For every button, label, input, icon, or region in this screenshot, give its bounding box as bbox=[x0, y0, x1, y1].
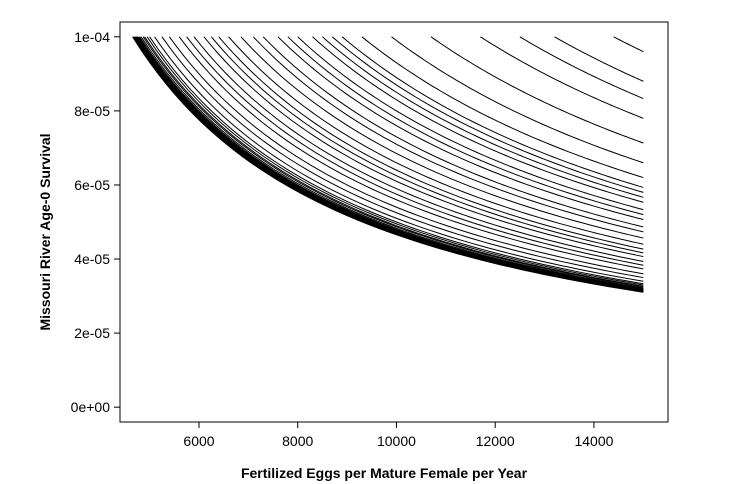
survival-curve bbox=[331, 36, 644, 193]
survival-curve bbox=[142, 36, 644, 288]
survival-curve bbox=[322, 36, 644, 198]
survival-curve bbox=[161, 36, 644, 279]
y-tick-label: 2e-05 bbox=[74, 325, 110, 341]
y-tick-label: 0e+00 bbox=[71, 399, 111, 415]
survival-curve bbox=[132, 36, 644, 293]
survival-curve bbox=[312, 36, 644, 203]
survival-curve bbox=[480, 36, 644, 119]
survival-curve bbox=[210, 36, 644, 254]
plot-frame bbox=[119, 21, 669, 423]
survival-curve bbox=[186, 36, 644, 266]
survival-curve bbox=[613, 36, 644, 53]
survival-curve bbox=[228, 36, 644, 245]
survival-curve bbox=[297, 36, 644, 211]
survival-curve bbox=[140, 36, 644, 289]
x-tick-label: 12000 bbox=[476, 433, 515, 449]
survival-curve bbox=[218, 36, 644, 250]
survival-curve bbox=[361, 36, 644, 179]
survival-curve bbox=[178, 36, 644, 270]
survival-curve bbox=[252, 36, 644, 233]
survival-curve bbox=[391, 36, 644, 164]
x-tick-label: 14000 bbox=[574, 433, 613, 449]
x-axis: 6000 8000 10000 12000 14000 bbox=[183, 422, 614, 449]
survival-curve bbox=[341, 36, 644, 188]
survival-curve bbox=[203, 36, 644, 258]
survival-curve bbox=[154, 36, 644, 282]
survival-curves bbox=[132, 36, 644, 293]
survival-curve bbox=[136, 36, 644, 291]
survival-curve bbox=[132, 36, 644, 293]
y-tick-label: 6e-05 bbox=[74, 177, 110, 193]
survival-curve bbox=[139, 36, 644, 290]
x-axis-title: Fertilized Eggs per Mature Female per Ye… bbox=[241, 465, 528, 481]
survival-curve bbox=[168, 36, 644, 275]
survival-curve bbox=[430, 36, 644, 144]
y-tick-label: 8e-05 bbox=[74, 103, 110, 119]
survival-curve bbox=[262, 36, 644, 228]
y-axis: 0e+00 2e-05 4e-05 6e-05 8e-05 1e-04 bbox=[71, 29, 120, 415]
survival-curve bbox=[135, 36, 644, 291]
survival-curve bbox=[240, 36, 644, 239]
survival-curve bbox=[193, 36, 644, 263]
survival-curve bbox=[138, 36, 644, 290]
survival-curve bbox=[137, 36, 644, 291]
survival-curve bbox=[554, 36, 644, 82]
survival-curve bbox=[146, 36, 644, 286]
y-axis-title: Missouri River Age-0 Survival bbox=[37, 133, 53, 330]
survival-curve bbox=[149, 36, 644, 285]
survival-curve bbox=[277, 36, 644, 221]
survival-curve bbox=[287, 36, 644, 216]
x-tick-label: 10000 bbox=[377, 433, 416, 449]
survival-curve bbox=[519, 36, 644, 100]
y-tick-label: 1e-04 bbox=[74, 29, 110, 45]
x-tick-label: 8000 bbox=[282, 433, 313, 449]
survival-curve bbox=[136, 36, 644, 291]
survival-curve bbox=[144, 36, 644, 287]
x-tick-label: 6000 bbox=[183, 433, 214, 449]
y-tick-label: 4e-05 bbox=[74, 251, 110, 267]
